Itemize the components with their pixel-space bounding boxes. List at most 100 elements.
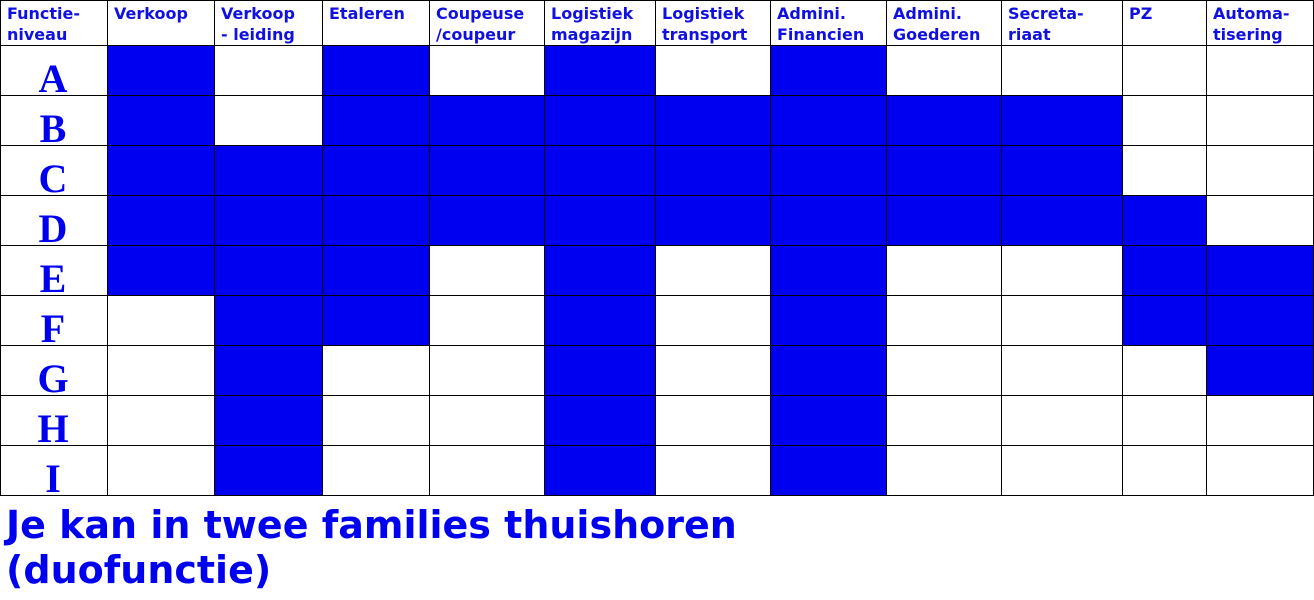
header-label: Coupeuse [436, 4, 524, 23]
cell [107, 295, 215, 346]
header-cell [429, 0, 545, 46]
filled-cell [544, 395, 656, 446]
header-label: riaat [1008, 25, 1051, 44]
cell [0, 445, 108, 496]
cell [1206, 195, 1314, 246]
filled-cell [544, 45, 656, 96]
caption: Je kan in twee families thuishoren [3, 503, 737, 547]
cell [322, 395, 430, 446]
filled-cell [429, 95, 545, 146]
cell [214, 95, 323, 146]
header-label: Secreta- [1008, 4, 1084, 23]
filled-cell [544, 245, 656, 296]
cell [1001, 445, 1123, 496]
cell [655, 295, 771, 346]
row-label: G [37, 356, 68, 401]
cell [1001, 45, 1123, 96]
header-label: Financien [777, 25, 864, 44]
header-label: Verkoop [221, 4, 295, 23]
cell [886, 295, 1002, 346]
header-cell [770, 0, 887, 46]
filled-cell [770, 395, 887, 446]
header-label: Automa- [1213, 4, 1290, 23]
cell [655, 445, 771, 496]
cell [886, 345, 1002, 396]
row-label: E [40, 256, 67, 301]
cell [107, 445, 215, 496]
caption: (duofunctie) [6, 548, 271, 592]
row-label: A [39, 56, 68, 101]
filled-cell [655, 95, 771, 146]
filled-cell [1122, 245, 1207, 296]
cell [429, 445, 545, 496]
header-label: magazijn [551, 25, 632, 44]
cell [1206, 145, 1314, 196]
row-label: D [39, 206, 68, 251]
cell [214, 45, 323, 96]
filled-cell [429, 195, 545, 246]
cell [1001, 295, 1123, 346]
filled-cell [107, 95, 215, 146]
header-cell [322, 0, 430, 46]
cell [107, 345, 215, 396]
header-label: PZ [1129, 4, 1152, 23]
filled-cell [214, 245, 323, 296]
header-cell [1001, 0, 1123, 46]
cell [429, 295, 545, 346]
filled-cell [1206, 295, 1314, 346]
cell [0, 295, 108, 346]
cell [429, 345, 545, 396]
cell [886, 445, 1002, 496]
cell [0, 395, 108, 446]
filled-cell [1206, 345, 1314, 396]
header-label: Admini. [893, 4, 962, 23]
filled-cell [544, 95, 656, 146]
row-label: C [39, 156, 68, 201]
header-label: Admini. [777, 4, 846, 23]
filled-cell [1001, 195, 1123, 246]
cell [1206, 95, 1314, 146]
filled-cell [214, 445, 323, 496]
filled-cell [770, 45, 887, 96]
cell [322, 345, 430, 396]
row-label: F [41, 306, 65, 351]
header-label: Logistiek [551, 4, 634, 23]
cell [655, 45, 771, 96]
filled-cell [770, 345, 887, 396]
cell [1206, 395, 1314, 446]
filled-cell [1122, 195, 1207, 246]
row-label: B [40, 106, 67, 151]
filled-cell [770, 95, 887, 146]
filled-cell [770, 145, 887, 196]
cell [0, 145, 108, 196]
header-label: Verkoop [114, 4, 188, 23]
header-label: - leiding [221, 25, 295, 44]
cell [1001, 245, 1123, 296]
cell [1001, 395, 1123, 446]
cell [107, 395, 215, 446]
filled-cell [322, 45, 430, 96]
header-label: Logistiek [662, 4, 745, 23]
filled-cell [770, 195, 887, 246]
header-cell [655, 0, 771, 46]
cell [322, 445, 430, 496]
cell [886, 395, 1002, 446]
filled-cell [214, 145, 323, 196]
filled-cell [214, 295, 323, 346]
filled-cell [107, 145, 215, 196]
filled-cell [886, 95, 1002, 146]
cell [429, 245, 545, 296]
filled-cell [322, 245, 430, 296]
header-label: /coupeur [436, 25, 515, 44]
filled-cell [214, 395, 323, 446]
cell [1122, 445, 1207, 496]
filled-cell [1206, 245, 1314, 296]
cell [1122, 345, 1207, 396]
header-label: Functie- [7, 4, 80, 23]
cell [1122, 145, 1207, 196]
filled-cell [655, 145, 771, 196]
header-cell [1122, 0, 1207, 46]
filled-cell [214, 195, 323, 246]
filled-cell [886, 195, 1002, 246]
cell [0, 45, 108, 96]
